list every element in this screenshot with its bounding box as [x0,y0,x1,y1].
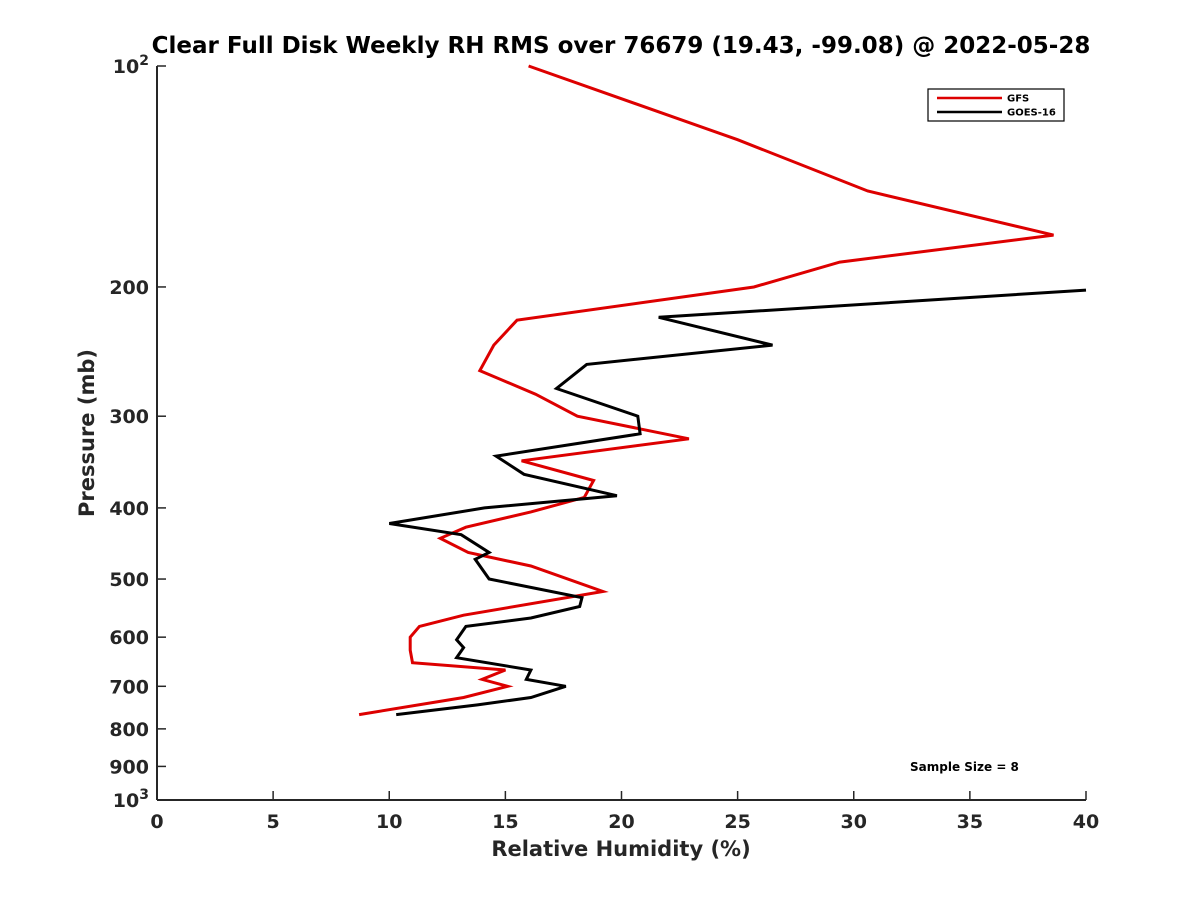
y-tick-label: 300 [109,406,149,428]
x-tick-label: 40 [1073,811,1099,833]
y-tick-label: 103 [113,787,149,812]
series-line-gfs [358,64,1054,717]
y-tick-label: 800 [109,719,149,741]
legend-label-gfs: GFS [1007,94,1029,105]
x-tick-label: 20 [608,811,634,833]
y-tick-label: 500 [109,569,149,591]
y-tick-label: 900 [109,756,149,778]
y-axis-label: Pressure (mb) [75,349,99,517]
x-tick-label: 10 [376,811,402,833]
y-tick-label: 600 [109,627,149,649]
y-tick-label: 102 [113,53,149,78]
y-tick-label: 200 [109,277,149,299]
x-tick-label: 35 [957,811,983,833]
series-line-goes-16 [389,288,1087,717]
y-tick-label: 700 [109,676,149,698]
chart-title: Clear Full Disk Weekly RH RMS over 76679… [152,33,1091,59]
legend-label-goes16: GOES-16 [1007,108,1056,119]
x-tick-label: 25 [724,811,750,833]
x-axis-label: Relative Humidity (%) [491,837,750,861]
y-tick-label: 400 [109,498,149,520]
x-tick-label: 15 [492,811,518,833]
x-tick-label: 0 [150,811,163,833]
x-axis-ticks: 0 5 10 15 20 25 30 35 40 [150,791,1099,833]
x-tick-label: 5 [267,811,280,833]
legend: GFS GOES-16 [927,88,1065,122]
series-layer [358,64,1087,717]
chart-axes [156,66,1086,801]
legend-box [927,88,1065,122]
x-tick-label: 30 [841,811,867,833]
sample-size-annotation: Sample Size = 8 [910,760,1019,774]
y-axis-ticks: 102 200 300 400 500 600 700 800 900 103 [109,53,166,812]
